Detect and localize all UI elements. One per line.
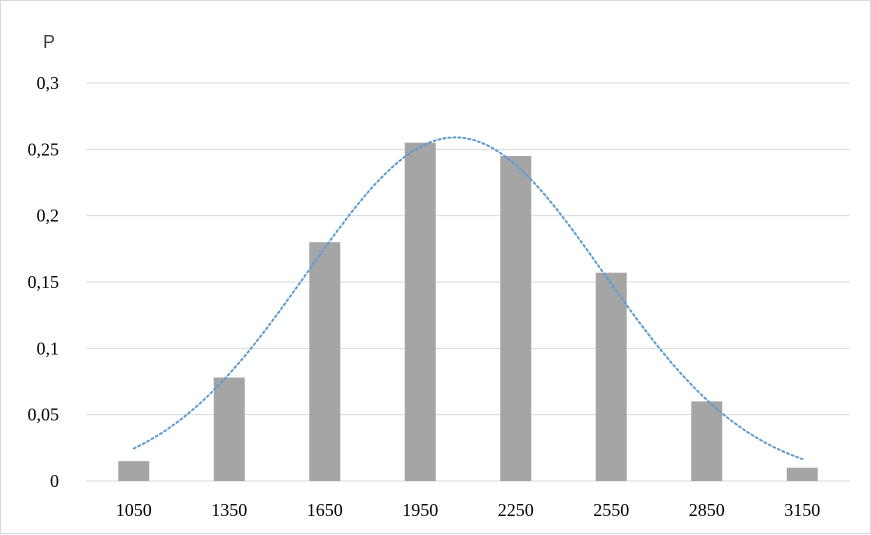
bar (691, 401, 723, 481)
y-tick-label: 0,1 (37, 338, 60, 358)
bar (309, 242, 341, 481)
trendline-layer (132, 136, 804, 460)
bars (118, 142, 818, 481)
bar (500, 155, 532, 481)
bar (786, 467, 818, 481)
y-axis-label: P (43, 32, 55, 52)
trendline (132, 136, 804, 460)
x-tick-label: 3150 (784, 500, 820, 520)
y-tick-label: 0,25 (28, 139, 60, 159)
bar (213, 377, 245, 481)
x-tick-label: 2250 (498, 500, 534, 520)
y-tick-label: 0,2 (37, 206, 60, 226)
bar (404, 142, 436, 481)
y-axis-ticks: 0 0,05 0,1 0,15 0,2 0,25 0,3 (28, 73, 60, 491)
x-tick-label: 1650 (307, 500, 343, 520)
x-tick-label: 2550 (593, 500, 629, 520)
y-tick-label: 0,05 (28, 405, 60, 425)
y-tick-label: 0,15 (28, 272, 60, 292)
x-tick-label: 1350 (211, 500, 247, 520)
x-tick-label: 1950 (402, 500, 438, 520)
x-tick-label: 2850 (689, 500, 725, 520)
bar (595, 272, 627, 481)
x-tick-label: 1050 (116, 500, 152, 520)
bar (118, 461, 150, 481)
x-axis-ticks: 1050 1350 1650 1950 2250 2550 2850 3150 (116, 500, 821, 520)
y-tick-label: 0,3 (37, 73, 60, 93)
y-tick-label: 0 (50, 471, 59, 491)
gridlines (86, 82, 850, 482)
